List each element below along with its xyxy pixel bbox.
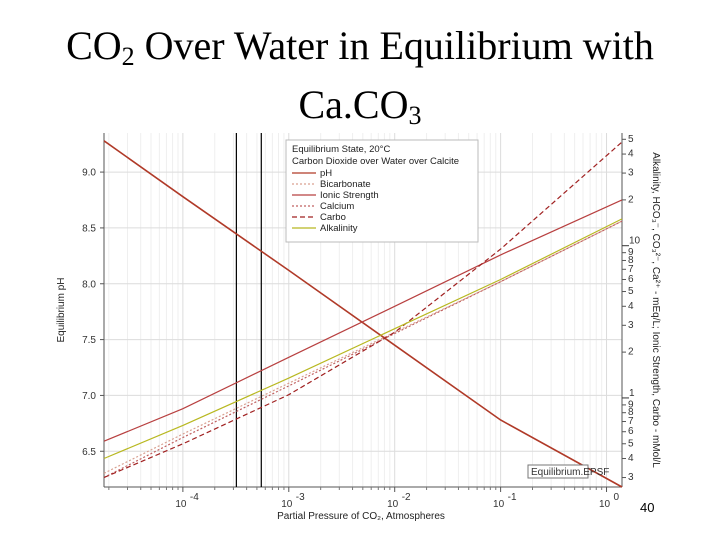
y-right-minor-label: 7 xyxy=(628,416,634,427)
y-right-major-label: 1 xyxy=(629,388,635,399)
y-right-minor-label: 3 xyxy=(628,168,634,179)
title-line2-subscript: 3 xyxy=(408,101,422,130)
y-right-minor-label: 6 xyxy=(628,274,634,285)
title-text-rest: Over Water in Equilibrium with xyxy=(134,23,654,68)
series-line-bicarbonate xyxy=(103,220,623,474)
y-left-tick-label: 6.5 xyxy=(82,447,96,458)
title-line2-text: Ca.CO xyxy=(298,82,409,127)
title-line-2: Ca.CO3 xyxy=(0,81,720,140)
y-right-major-label: 10 xyxy=(629,236,641,247)
y-left-tick-label: 7.0 xyxy=(82,391,96,402)
x-tick-label: 10 xyxy=(387,499,399,510)
y-right-minor-label: 3 xyxy=(628,320,634,331)
slide-title: CO2 Over Water in Equilibrium with Ca.CO… xyxy=(0,22,720,140)
legend-title: Equilibrium State, 20°C xyxy=(292,144,390,155)
y-right-minor-label: 4 xyxy=(628,301,634,312)
x-tick-exponent: -3 xyxy=(296,492,305,503)
x-tick-exponent: -4 xyxy=(190,492,199,503)
y-left-tick-label: 8.5 xyxy=(82,223,96,234)
page-number: 40 xyxy=(640,500,655,515)
title-text: CO xyxy=(66,23,122,68)
y-right-minor-label: 9 xyxy=(628,399,634,410)
y-left-tick-label: 8.0 xyxy=(82,279,96,290)
series-line-alkalinity xyxy=(103,218,623,460)
x-tick-exponent: 0 xyxy=(614,492,620,503)
legend-entry: Calcium xyxy=(320,201,354,212)
y-right-minor-label: 5 xyxy=(628,134,634,145)
legend-entry: pH xyxy=(320,168,332,179)
series-line-calcium xyxy=(103,220,623,479)
y-right-minor-label: 3 xyxy=(628,472,634,483)
legend-box xyxy=(285,139,479,243)
y-right-minor-label: 2 xyxy=(628,194,634,205)
y-right-minor-label: 8 xyxy=(628,255,634,266)
y-right-minor-label: 7 xyxy=(628,264,634,275)
y-right-minor-label: 6 xyxy=(628,426,634,437)
legend-entry: Ionic Strength xyxy=(320,190,379,201)
x-tick-exponent: -1 xyxy=(508,492,517,503)
title-line-1: CO2 Over Water in Equilibrium with xyxy=(0,22,720,81)
y-right-axis-label: Alkalinity, HCO₃⁻, CO₃²⁻, Ca²⁺ - mEq/L; … xyxy=(650,152,661,468)
y-right-minor-label: 8 xyxy=(628,407,634,418)
y-left-tick-label: 9.0 xyxy=(82,168,96,179)
y-left-tick-label: 7.5 xyxy=(82,335,96,346)
series-line-ph xyxy=(103,140,623,488)
x-tick-label: 10 xyxy=(493,499,505,510)
x-tick-exponent: -2 xyxy=(402,492,411,503)
legend-entry: Bicarbonate xyxy=(320,179,371,190)
y-right-minor-label: 2 xyxy=(628,347,634,358)
y-right-minor-label: 5 xyxy=(628,286,634,297)
x-axis-label: Partial Pressure of CO₂, Atmospheres xyxy=(277,511,445,522)
y-right-minor-label: 4 xyxy=(628,149,634,160)
title-subscript: 2 xyxy=(121,42,135,71)
legend-entry: Carbo xyxy=(320,212,346,223)
y-right-minor-label: 5 xyxy=(628,438,634,449)
annotation-box xyxy=(527,464,589,479)
legend-entry: Alkalinity xyxy=(320,223,358,234)
legend-subtitle: Carbon Dioxide over Water over Calcite xyxy=(292,156,459,167)
y-right-minor-label: 9 xyxy=(628,247,634,258)
y-left-axis-label: Equilibrium pH xyxy=(56,277,67,342)
x-tick-label: 10 xyxy=(599,499,611,510)
x-tick-label: 10 xyxy=(281,499,293,510)
y-right-minor-label: 4 xyxy=(628,453,634,464)
annotation-text: Equilibrium.EPSF xyxy=(531,467,609,478)
series-line-ionic-strength xyxy=(103,199,623,442)
x-tick-label: 10 xyxy=(175,499,187,510)
